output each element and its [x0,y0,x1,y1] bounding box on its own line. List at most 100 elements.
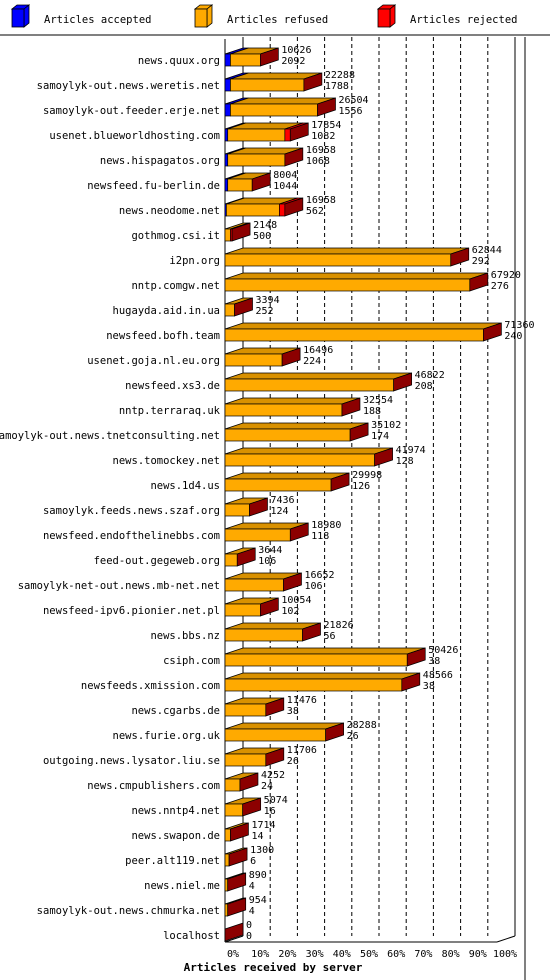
legend-item-accepted: Articles accepted [10,4,151,28]
data-label-rejected: 106 [258,556,276,567]
bar-refused [227,147,303,167]
bar-refused-front [224,478,332,492]
bar-end-side [236,547,256,567]
bar-end-side [234,297,253,317]
category-label: news.nntp4.net [131,805,220,817]
data-label-refused: 3394 [256,295,280,306]
data-label-refused: 10626 [281,45,311,56]
category-label: news.neodome.net [119,205,220,217]
bar-end-side [289,522,309,542]
bar-refused-top [224,422,369,430]
category-label: news.cmpublishers.com [87,780,220,792]
bar-refused-front [224,403,343,417]
data-label-rejected: 500 [253,231,271,242]
bar-refused-front [224,778,241,792]
legend-swatch-accepted-side [23,4,30,28]
data-label-rejected: 2092 [281,56,305,67]
data-label-refused: 32554 [363,395,393,406]
bar-refused [224,347,301,367]
data-label-rejected: 562 [306,206,324,217]
data-label-refused: 22288 [325,70,355,81]
bar-refused-top [224,722,344,730]
data-label-refused: 29998 [352,470,382,481]
data-label-refused: 4252 [261,770,285,781]
data-label-rejected: 276 [491,281,509,292]
category-label: samoylyk-out.news.tnetconsulting.net [0,430,220,442]
bar-refused-front [227,153,286,167]
bar-refused [224,422,369,442]
category-label: news.tomockey.net [113,455,220,467]
bar-refused-top [224,447,393,455]
category-label: news.furie.org.uk [113,730,221,742]
category-label: i2pn.org [169,255,220,267]
bar-end-side [231,222,251,242]
legend-swatch-rejected-side [389,4,396,28]
data-label-rejected: 126 [352,481,370,492]
category-label: samoylyk-out.news.chmurka.net [37,905,220,917]
data-label-refused: 0 [246,920,252,931]
bar-refused-front [224,678,403,692]
bar-refused-front [224,753,267,767]
data-label-refused: 26504 [338,95,368,106]
data-label-refused: 1300 [250,845,274,856]
bar-end-side [341,397,361,417]
bar-refused [224,322,502,342]
data-label-rejected: 188 [363,406,381,417]
data-label-refused: 28288 [347,720,377,731]
bar-refused-front [224,703,267,717]
category-label: news.hispagatos.org [100,155,220,167]
bar-end-side [230,822,249,842]
data-label-refused: 50426 [428,645,458,656]
bar-end-side [251,172,271,192]
bar-refused-front [227,128,286,142]
bar-end-side [349,422,369,442]
bar-accepted-front [224,53,231,67]
bar-refused [224,747,284,767]
bar-refused-front [227,178,253,192]
bar-refused-front [226,203,280,217]
bar-end-side [483,322,502,342]
category-labels: news.quux.org samoylyk-out.news.weretis.n… [0,55,221,942]
category-label: news.bbs.nz [150,630,220,642]
bar-refused-front [224,878,229,892]
legend: Articles accepted Articles refused Artic… [10,4,517,28]
bar-accepted-front [224,178,229,192]
bar-refused-top [224,322,502,330]
data-label-rejected: 292 [472,256,490,267]
bar-refused-front [224,378,394,392]
bar-end-side [393,372,412,392]
data-label-rejected: 56 [324,631,336,642]
data-label-rejected: 1556 [338,106,362,117]
data-label-rejected: 24 [261,781,273,792]
bar-accepted-front [224,103,231,117]
bar-end-side [227,872,247,892]
data-label-rejected: 4 [249,906,255,917]
data-label-refused: 16958 [306,195,336,206]
data-label-refused: 21826 [324,620,354,631]
category-label: news.swapon.de [131,830,220,842]
bar-end-side [239,772,259,792]
bar-end-side [227,897,247,917]
data-label-rejected: 118 [311,531,329,542]
data-label-rejected: 38 [423,681,435,692]
bar-refused-front [230,53,261,67]
category-label: usenet.goja.nl.eu.org [87,355,220,367]
data-label-rejected: 1068 [306,156,330,167]
legend-swatch-refused-side [206,4,213,28]
bars: 1062620922228817882650415561785410821695… [224,45,535,942]
data-label-refused: 41974 [396,445,426,456]
x-tick-label: 100% [493,949,517,960]
category-label: newsfeed.endofthelinebbs.com [43,530,220,542]
category-label: news.1d4.us [150,480,220,492]
legend-item-refused: Articles refused [193,4,328,28]
bar-refused-front [224,278,471,292]
data-label-refused: 16496 [303,345,333,356]
category-label: news.niel.me [144,880,220,892]
data-label-refused: 46822 [415,370,445,381]
data-label-rejected: 240 [504,331,522,342]
category-label: newsfeeds.xmission.com [81,680,220,692]
legend-label-rejected: Articles rejected [410,14,517,26]
bar-refused [224,447,393,467]
category-label: peer.alt119.net [125,855,220,867]
x-tick-label: 20% [278,949,296,960]
